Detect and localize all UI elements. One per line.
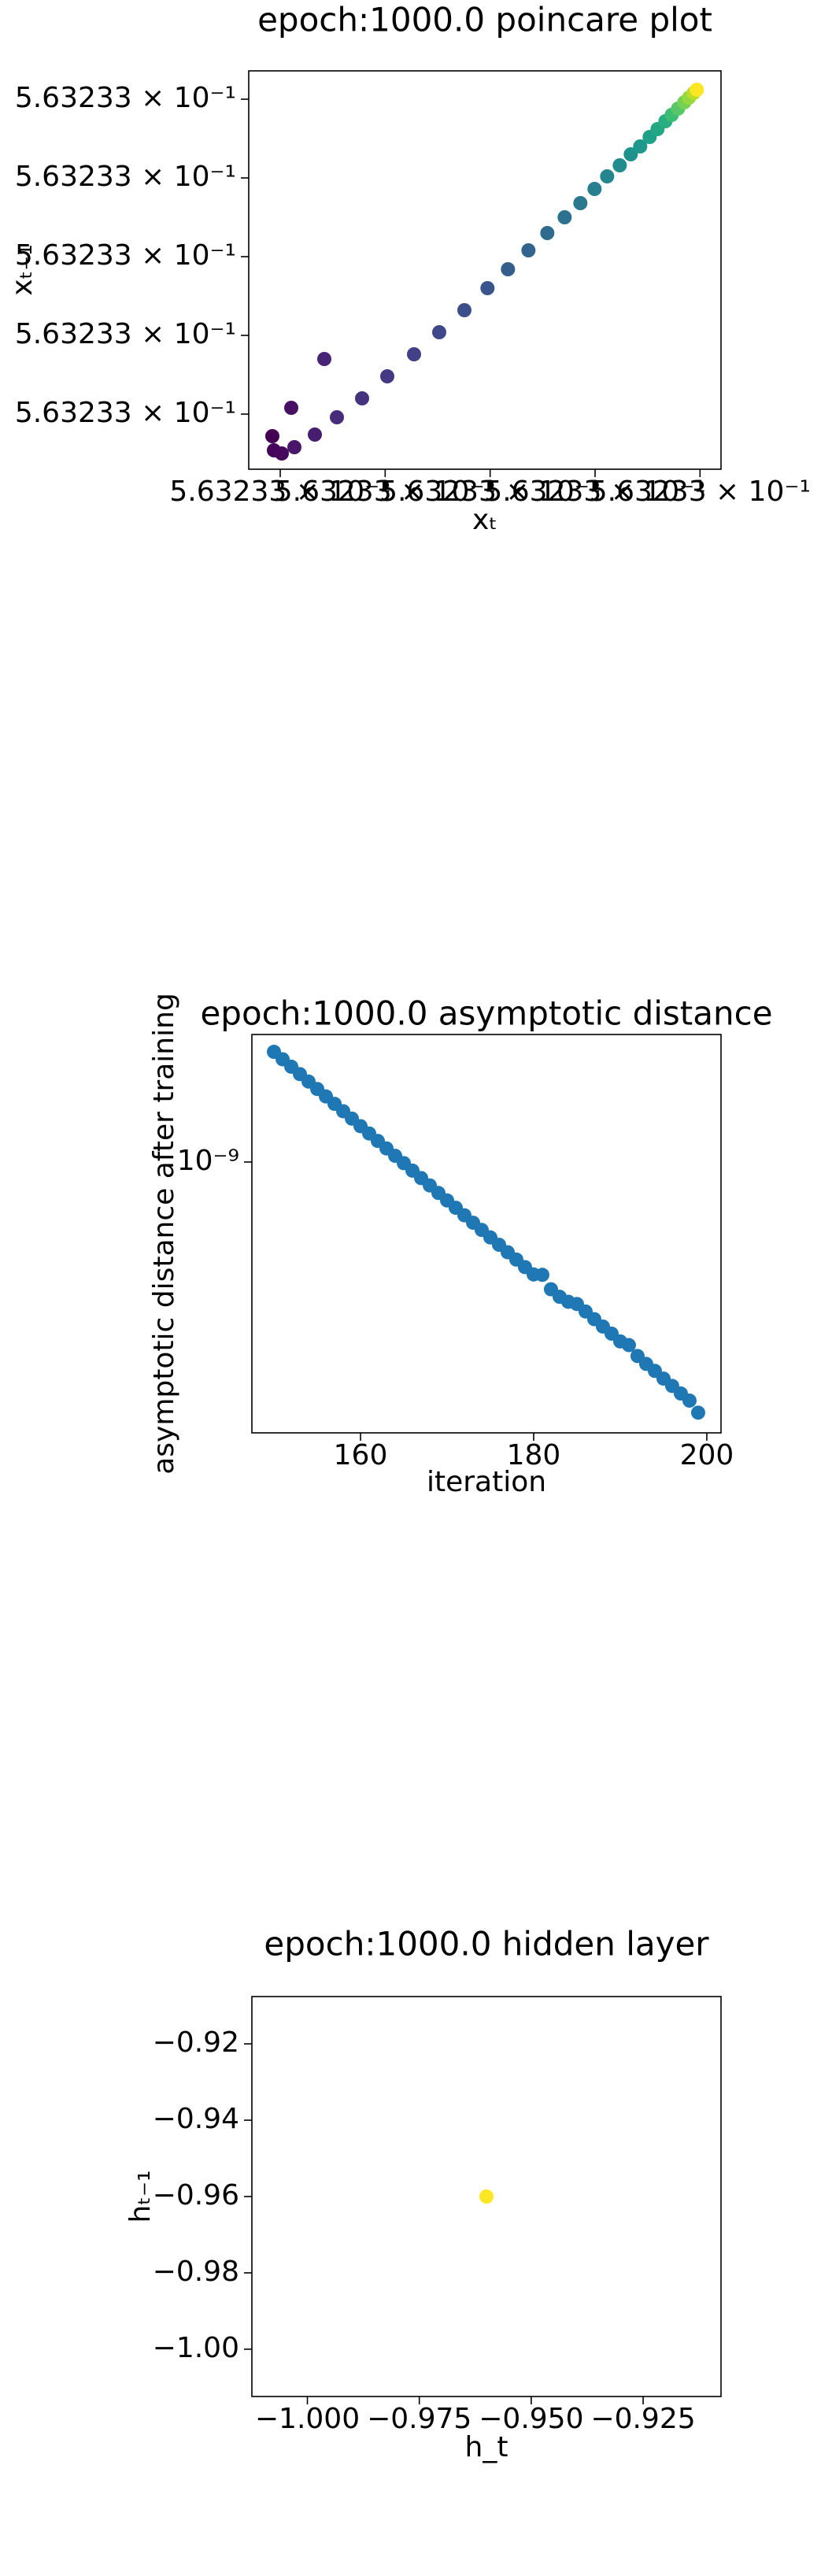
point [308,427,322,442]
chart-title: epoch:1000.0 hidden layer [264,1925,709,1963]
point [287,440,301,454]
x-tick-label: −0.950 [479,2403,583,2435]
point [587,182,602,196]
point [534,1268,549,1282]
y-tick-label: −0.94 [153,2103,239,2135]
point [521,243,536,257]
point [501,262,516,276]
point [275,446,289,461]
y-tick-label: −0.96 [153,2179,239,2211]
x-tick-label: 160 [334,1439,388,1471]
point [612,158,627,172]
point [457,303,471,317]
x-tick-label: 5.63233 × 10⁻¹ [169,476,390,508]
y-axis-label: asymptotic distance after training [148,993,180,1475]
point [600,169,615,183]
point [330,410,344,424]
axes-frame [251,1996,722,2397]
y-axis-label: hₜ₋₁ [124,2171,157,2223]
point [682,1393,697,1408]
point [432,325,446,339]
axes-frame [251,1034,722,1434]
point [284,401,298,415]
point [623,147,638,161]
x-axis-label: xₜ [472,504,497,536]
point [480,281,495,295]
y-tick-label: 5.63233 × 10⁻¹ [15,239,236,272]
x-tick-label: 5.63233 × 10⁻¹ [379,476,601,508]
chart-title: epoch:1000.0 poincare plot [257,1,712,39]
point [633,139,648,154]
x-tick-label: 5.63233 × 10⁻¹ [484,476,705,508]
axes-frame [248,70,722,470]
y-tick-label: −0.92 [153,2026,239,2059]
y-axis-label: xₜ₋₁ [6,244,39,295]
chart-title: epoch:1000.0 asymptotic distance [200,994,772,1033]
x-tick-label: 5.63233 × 10⁻¹ [275,476,496,508]
x-tick-label: 200 [680,1439,734,1471]
y-tick-label: −0.98 [153,2256,239,2288]
y-tick-label: 5.63233 × 10⁻¹ [15,161,236,193]
y-tick-label: 5.63233 × 10⁻¹ [15,82,236,114]
x-tick-label: −0.975 [367,2403,471,2435]
point [690,1405,705,1420]
point [557,210,572,224]
point [355,391,369,405]
point [265,429,279,443]
x-tick-label: 5.63233 × 10⁻¹ [590,476,811,508]
point [317,352,331,366]
y-tick-label: 10⁻⁹ [177,1145,239,1177]
point [573,196,588,210]
x-tick-label: −0.925 [590,2403,695,2435]
y-tick-label: −1.00 [153,2332,239,2364]
point [380,369,394,383]
point [479,2189,494,2204]
point [540,226,555,240]
x-tick-label: 180 [507,1439,561,1471]
point [690,83,704,97]
y-tick-label: 5.63233 × 10⁻¹ [15,397,236,429]
x-axis-label: iteration [427,1466,546,1498]
x-tick-label: −1.000 [255,2403,360,2435]
y-tick-label: 5.63233 × 10⁻¹ [15,318,236,350]
point [407,347,421,361]
point [621,1338,636,1353]
x-axis-label: h_t [465,2431,508,2463]
